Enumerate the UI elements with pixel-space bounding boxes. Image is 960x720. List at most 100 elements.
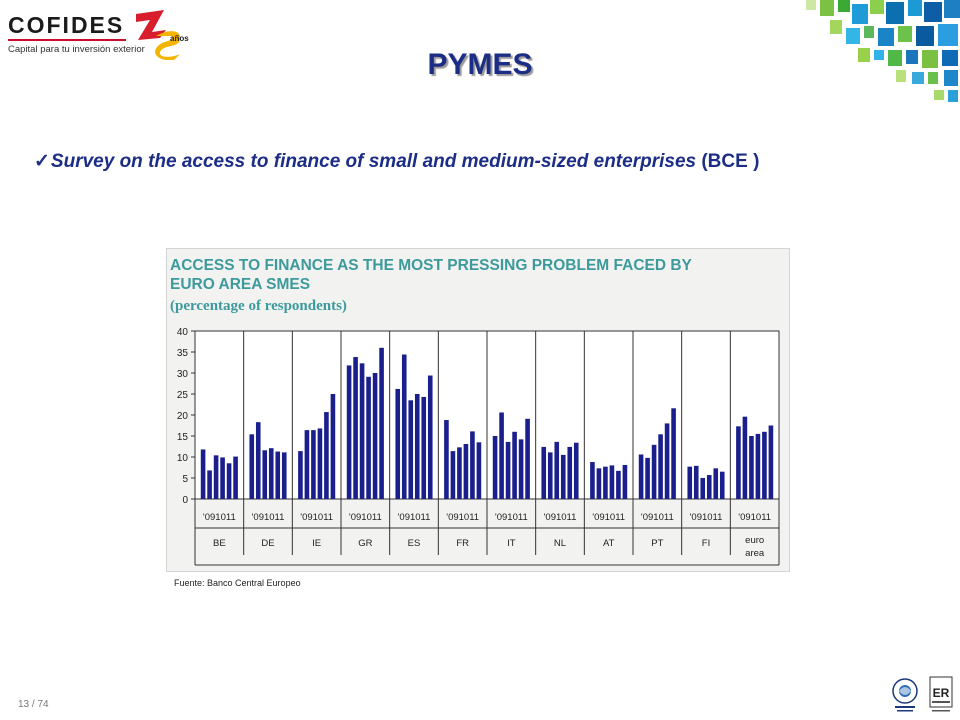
- bar-pt-2: [651, 444, 657, 499]
- bar-de-0: [249, 434, 255, 499]
- bar-es-5: [427, 375, 433, 499]
- bar-be-2: [213, 455, 219, 499]
- bar-ie-2: [311, 430, 316, 499]
- anniversary-25-icon: [136, 10, 181, 60]
- bar-fr-4: [470, 431, 475, 499]
- bar-gr-5: [379, 347, 384, 499]
- bar-fr-1: [450, 451, 456, 499]
- bar-nl-5: [573, 442, 579, 499]
- x-category-label: PT: [651, 538, 663, 549]
- y-tick-label: 35: [177, 348, 189, 359]
- bar-euro-area-1: [742, 416, 748, 499]
- bar-it-4: [518, 439, 524, 499]
- logo-tagline: Capital para tu inversión exterior: [8, 44, 145, 55]
- x-period-label: '091011: [349, 512, 382, 523]
- y-tick-label: 40: [177, 327, 189, 338]
- source-note: Fuente: Banco Central Europeo: [174, 578, 301, 588]
- bar-fr-2: [457, 447, 462, 499]
- bar-it-3: [512, 431, 517, 499]
- bar-it-2: [505, 441, 511, 499]
- page-number: 13 / 74: [18, 699, 49, 710]
- bar-euro-area-5: [768, 425, 774, 499]
- logo-anos: años: [170, 34, 189, 43]
- x-category-label: GR: [358, 538, 372, 549]
- chart-title-line-1: ACCESS TO FINANCE AS THE MOST PRESSING P…: [170, 257, 693, 274]
- x-period-label: '091011: [544, 512, 577, 523]
- x-period-label: '091011: [446, 512, 479, 523]
- bar-ie-5: [330, 394, 336, 499]
- svg-text:ER: ER: [933, 686, 950, 700]
- bar-be-5: [233, 456, 238, 499]
- bar-fi-0: [687, 466, 693, 499]
- bar-nl-0: [541, 446, 547, 499]
- bar-pt-5: [671, 408, 676, 499]
- bar-at-1: [596, 468, 602, 499]
- x-period-label: '091011: [641, 512, 674, 523]
- x-period-label: '091011: [495, 512, 528, 523]
- bar-be-0: [200, 449, 206, 499]
- bar-fi-5: [719, 471, 725, 499]
- y-tick-label: 30: [177, 369, 189, 380]
- bar-it-5: [525, 418, 530, 499]
- bar-fr-5: [476, 442, 482, 499]
- bar-at-3: [609, 465, 615, 499]
- x-period-label: '091011: [398, 512, 431, 523]
- x-category-label: FI: [702, 538, 710, 549]
- bar-ie-4: [324, 412, 329, 499]
- y-tick-label: 10: [177, 453, 189, 464]
- bar-gr-3: [366, 376, 371, 499]
- logo-underline: [8, 39, 126, 41]
- bar-gr-0: [346, 365, 352, 499]
- bar-es-2: [408, 400, 414, 499]
- x-category-label: DE: [261, 538, 274, 549]
- bar-ie-0: [298, 451, 303, 499]
- bar-fi-1: [693, 465, 699, 499]
- bar-fi-4: [713, 468, 719, 499]
- bar-at-0: [590, 462, 595, 499]
- bar-es-0: [395, 388, 401, 499]
- x-category-label: euro: [745, 535, 764, 546]
- x-category-label: IE: [312, 538, 321, 549]
- bar-euro-area-4: [762, 431, 767, 499]
- decorative-mosaic-image: [806, 0, 960, 102]
- bar-gr-1: [353, 357, 358, 499]
- bar-de-3: [268, 448, 274, 499]
- x-category-label: IT: [507, 538, 516, 549]
- bar-ie-1: [304, 430, 310, 499]
- x-category-label: FR: [456, 538, 469, 549]
- x-period-label: '091011: [690, 512, 723, 523]
- bar-euro-area-0: [736, 426, 741, 499]
- subtitle-plain-text: (BCE ): [696, 151, 760, 172]
- x-period-label: '091011: [252, 512, 285, 523]
- chart-panel: ACCESS TO FINANCE AS THE MOST PRESSING P…: [166, 248, 790, 572]
- bar-de-5: [281, 452, 287, 499]
- bar-ie-3: [317, 428, 323, 499]
- certification-seals-image: ER: [892, 676, 953, 712]
- bar-fr-0: [444, 420, 449, 499]
- bar-es-4: [421, 396, 427, 499]
- x-category-label: BE: [213, 538, 226, 549]
- bar-pt-1: [645, 457, 650, 499]
- chart-subtitle: (percentage of respondents): [170, 298, 347, 314]
- bar-gr-2: [359, 363, 365, 499]
- bar-be-4: [226, 463, 232, 499]
- x-category-label: AT: [603, 538, 615, 549]
- x-period-label: '091011: [592, 512, 625, 523]
- bar-at-4: [616, 470, 621, 499]
- bar-es-1: [401, 354, 407, 499]
- x-category-label: area: [745, 548, 765, 559]
- bar-gr-4: [372, 373, 378, 499]
- x-period-label: '091011: [203, 512, 236, 523]
- slide-subtitle: ✓Survey on the access to finance of smal…: [34, 150, 759, 173]
- x-category-label: NL: [554, 538, 566, 549]
- bar-de-1: [255, 422, 261, 499]
- bar-be-3: [220, 457, 225, 499]
- bar-at-2: [603, 466, 608, 499]
- subtitle-italic-text: Survey on the access to finance of small…: [50, 151, 697, 172]
- page-title: PYMES: [427, 48, 533, 81]
- bar-de-4: [275, 451, 281, 499]
- bar-at-5: [622, 464, 628, 499]
- bar-es-3: [414, 394, 420, 499]
- bar-nl-3: [560, 454, 566, 499]
- bar-it-0: [492, 436, 498, 499]
